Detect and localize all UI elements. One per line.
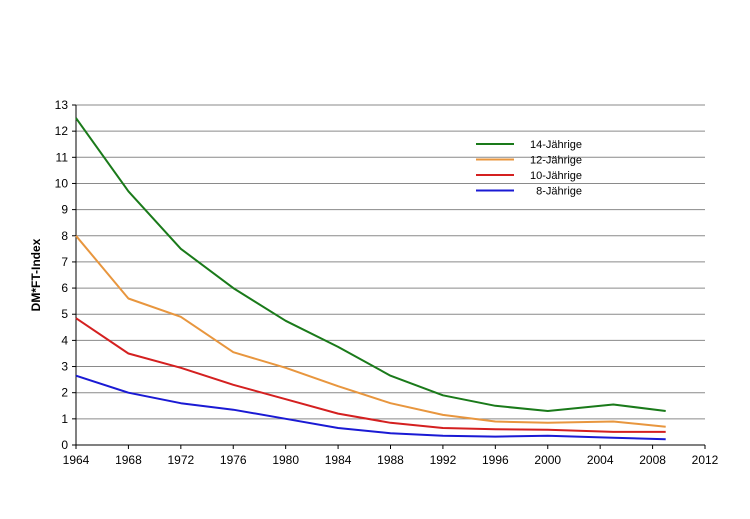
- x-tick-label: 2012: [692, 453, 719, 467]
- y-tick-label: 13: [55, 98, 69, 112]
- x-tick-label: 1972: [167, 453, 194, 467]
- x-tick-label: 1992: [430, 453, 457, 467]
- y-axis-label: DM*FT-Index: [29, 238, 43, 311]
- legend-label: 8-Jährige: [536, 186, 582, 198]
- gridlines: [76, 104, 705, 420]
- y-tick-label: 12: [55, 124, 69, 138]
- y-tick-label: 11: [56, 150, 69, 164]
- y-tick-label: 10: [55, 176, 69, 190]
- y-tick-label: 4: [61, 333, 68, 347]
- x-tick-label: 1976: [220, 453, 247, 467]
- y-tick-label: 0: [61, 438, 68, 452]
- x-tick-label: 1968: [115, 453, 142, 467]
- series-line-10-j-hrige: [75, 317, 666, 433]
- legend-label: 12-Jährige: [530, 155, 582, 167]
- y-tick-label: 9: [61, 203, 68, 217]
- x-tick-label: 2008: [639, 453, 666, 467]
- x-tick-label: 1996: [482, 453, 509, 467]
- series-line-12-j-hrige: [75, 235, 666, 428]
- y-tick-label: 7: [61, 255, 68, 269]
- y-tick-label: 3: [61, 360, 68, 374]
- legend-label: 10-Jährige: [530, 170, 582, 182]
- legend-label: 14-Jährige: [530, 139, 582, 151]
- y-tick-label: 5: [61, 307, 68, 321]
- x-tick-label: 1984: [325, 453, 352, 467]
- x-tick-label: 1988: [377, 453, 404, 467]
- x-axis-ticks: 1964 1968 1972 1976 1980 1984 1988 1992 1996 2000…: [63, 445, 719, 467]
- legend: 14-Jährige 12-Jährige 10-Jährige 8-Jährige: [476, 139, 582, 198]
- series-lines: [75, 117, 666, 441]
- series-line-14-j-hrige: [75, 117, 666, 412]
- y-tick-label: 6: [61, 281, 68, 295]
- series-line-8-j-hrige: [75, 374, 666, 441]
- x-tick-label: 1964: [63, 453, 90, 467]
- y-tick-label: 8: [61, 229, 68, 243]
- x-tick-label: 2000: [534, 453, 561, 467]
- x-tick-label: 1980: [272, 453, 299, 467]
- x-tick-label: 2004: [587, 453, 614, 467]
- y-tick-label: 1: [61, 412, 68, 426]
- y-tick-label: 2: [61, 386, 68, 400]
